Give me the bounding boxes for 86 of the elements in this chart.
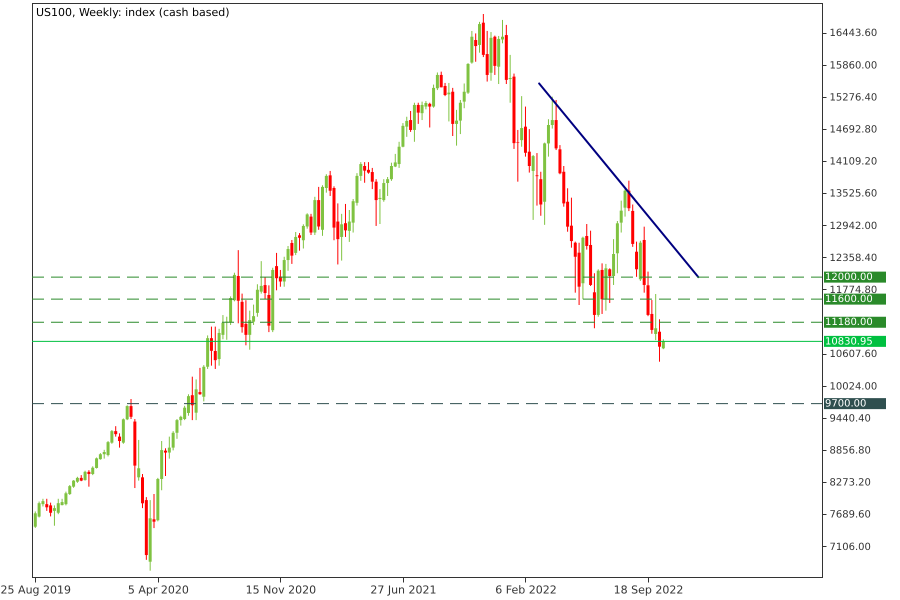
candlestick	[164, 448, 167, 477]
y-tick-label: 7689.60	[830, 510, 871, 521]
candlestick	[290, 239, 294, 264]
candlestick	[198, 367, 202, 396]
y-tick-label: 10024.00	[830, 381, 878, 392]
candlestick	[194, 378, 198, 421]
candlestick	[478, 21, 482, 54]
candlestick	[214, 326, 217, 370]
chart-title: US100, Weekly: index (cash based)	[36, 6, 230, 19]
x-tick-label: 15 Nov 2020	[246, 584, 316, 596]
y-tick-label: 14692.80	[830, 124, 878, 136]
candlestick	[52, 504, 56, 526]
candlestick	[56, 498, 60, 515]
y-tick-label: 9440.40	[830, 413, 871, 424]
candlestick	[398, 141, 401, 168]
candlestick	[359, 162, 362, 182]
candlestick	[401, 122, 404, 148]
candlestick	[508, 54, 512, 104]
candlestick	[363, 162, 366, 184]
candlestick	[409, 110, 412, 132]
y-tick-label: 7106.00	[830, 542, 871, 553]
y-tick-label: 14109.20	[830, 156, 878, 168]
candlestick	[114, 426, 118, 438]
candlestick	[294, 231, 298, 256]
candlestick	[550, 96, 554, 130]
candlestick	[340, 213, 344, 262]
y-tick-label: 12942.00	[830, 220, 878, 232]
candlestick	[654, 293, 658, 341]
ref-line-label: 9700.00	[825, 398, 866, 410]
y-tick-label: 15276.40	[830, 92, 878, 104]
candlestick	[137, 439, 140, 482]
y-tick-label: 12358.40	[830, 252, 878, 264]
candlestick	[310, 213, 313, 236]
candlestick	[532, 154, 535, 220]
candlestick	[528, 128, 531, 174]
candlestick	[49, 502, 52, 517]
candlestick	[87, 470, 90, 488]
candlestick	[447, 82, 450, 122]
candlestick	[455, 109, 458, 146]
candlestick	[608, 268, 612, 304]
candlestick	[428, 102, 432, 128]
candlestick	[624, 188, 627, 218]
y-tick-label: 15860.00	[830, 60, 878, 72]
candlestick	[286, 246, 290, 272]
candlestick	[635, 241, 638, 278]
ref-line-label: 11180.00	[825, 317, 873, 328]
x-tick-label: 18 Sep 2022	[614, 584, 684, 596]
candlestick	[298, 232, 302, 252]
candlestick	[520, 96, 524, 148]
y-tick-label: 13525.60	[830, 188, 878, 200]
candlestick	[592, 272, 596, 329]
candlestick	[118, 432, 122, 448]
candlestick	[282, 256, 286, 288]
candlestick	[264, 276, 267, 300]
y-tick-label: 8273.20	[830, 478, 871, 489]
y-tick-label: 10607.60	[830, 349, 878, 360]
candlestick	[190, 376, 194, 421]
x-tick-label: 25 Aug 2019	[0, 584, 72, 596]
candlestick	[382, 178, 386, 202]
candlestick	[662, 338, 665, 350]
candlestick	[570, 197, 573, 248]
ref-line-label: 12000.00	[825, 272, 873, 284]
candlestick	[416, 102, 420, 124]
candlestick	[186, 394, 190, 416]
candlestick	[474, 32, 478, 62]
candlestick	[244, 300, 248, 346]
ref-line-label: 11600.00	[825, 294, 873, 306]
y-tick-label: 11774.80	[830, 284, 878, 296]
candlestick	[390, 162, 393, 182]
candlestick	[84, 470, 87, 482]
candlestick	[612, 238, 616, 286]
candlestick	[130, 398, 133, 420]
candlestick	[248, 310, 252, 350]
candlestick	[344, 203, 347, 238]
candlestick	[658, 318, 662, 362]
x-tick-label: 6 Feb 2022	[495, 584, 557, 596]
candlestick	[275, 252, 278, 291]
y-tick-label: 8856.80	[830, 446, 871, 456]
y-tick-label: 16443.60	[830, 28, 878, 40]
candlestick	[210, 326, 213, 366]
x-tick-label: 5 Apr 2020	[128, 584, 189, 596]
x-tick-label: 27 Jun 2021	[370, 584, 437, 596]
candlestick	[546, 118, 550, 158]
candlestick	[175, 418, 178, 440]
candlestick	[420, 101, 424, 121]
ref-line-label: 10830.95	[825, 336, 873, 348]
